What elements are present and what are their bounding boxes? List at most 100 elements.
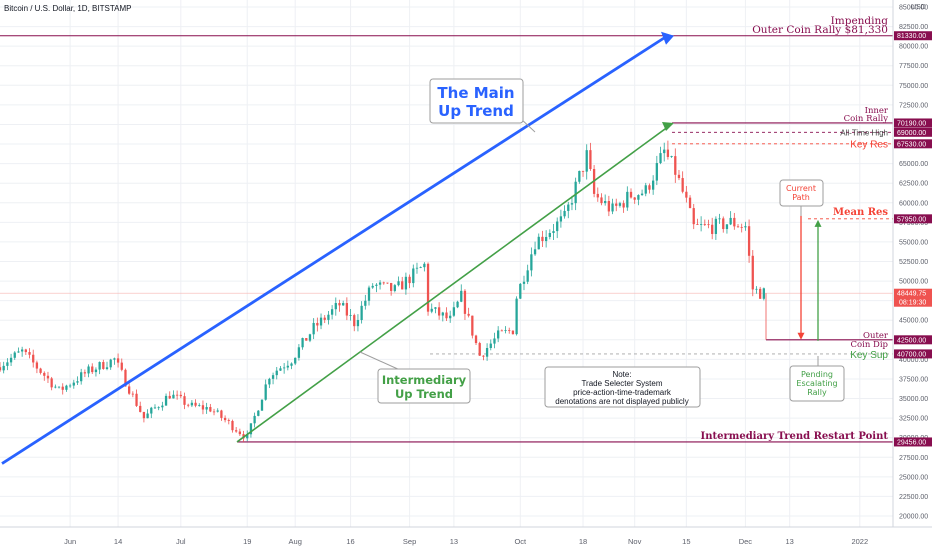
price-tick-label: 32500.00 (899, 416, 928, 423)
candle-body (128, 386, 131, 394)
candle-body (235, 430, 238, 432)
candle-body (46, 375, 50, 379)
candle-body (161, 405, 164, 408)
price-tag (894, 288, 932, 307)
candle-body (663, 149, 666, 154)
candle-body (201, 405, 205, 410)
candle-body (50, 378, 53, 388)
candle-body (729, 217, 732, 225)
chart-title: Bitcoin / U.S. Dollar, 1D, BITSTAMP (4, 4, 131, 13)
candle-body (183, 396, 186, 405)
candle-body (615, 203, 618, 206)
candle-body (500, 330, 503, 332)
time-axis[interactable]: Jun 14 Jul 19 Aug 16 Sep 13 Oct 18 Nov 15 Dec 13 2022 (0, 526, 932, 546)
pending-rally-label: Escalating (796, 379, 837, 388)
pending-rally-box (789, 365, 845, 402)
candle-body (445, 312, 448, 319)
candle-body (511, 330, 515, 335)
candle-body (17, 351, 20, 353)
candle-body (382, 282, 385, 284)
candle-body (412, 268, 415, 284)
candle-body (330, 309, 334, 315)
candles (0, 140, 765, 442)
candle-body (24, 349, 27, 353)
candle-body (733, 217, 736, 227)
price-tick-label: 57500.00 (899, 220, 928, 227)
time-tick-label: Jun (64, 537, 76, 546)
candle-body (312, 322, 315, 335)
candle-body (390, 282, 393, 291)
candle-body (652, 180, 655, 190)
candle-body (209, 407, 212, 412)
candle-body (356, 320, 360, 327)
candle-body (76, 381, 79, 383)
candle-body (146, 413, 149, 419)
price-tick-label: 77500.00 (899, 63, 928, 70)
candle-body (264, 384, 267, 400)
candle-body (696, 224, 699, 225)
candle-body (537, 236, 540, 250)
candle-body (338, 303, 341, 306)
time-tick-label: Nov (628, 537, 642, 546)
key-res-label: Key Res (850, 139, 888, 150)
candle-body (279, 368, 282, 371)
price-tick-label: 35000.00 (899, 396, 928, 403)
candle-body (227, 420, 230, 421)
time-tick-label: 19 (243, 537, 251, 546)
candle-body (515, 298, 518, 335)
candle-body (323, 317, 326, 320)
grid (0, 0, 893, 527)
candle-body (478, 343, 481, 356)
pending-rally-arrow (814, 219, 822, 227)
candle-body (666, 149, 670, 157)
level-lines (0, 35, 893, 443)
candle-body (131, 393, 134, 395)
price-tick-label: 60000.00 (899, 200, 928, 207)
note-label: denotations are not displayed publicly (555, 397, 688, 406)
candle-body (718, 218, 721, 220)
candle-body (607, 201, 611, 212)
price-tag-label: 29456.00 (897, 439, 926, 446)
price-tag (894, 214, 932, 224)
main-trend-line (1, 35, 667, 465)
candle-body (460, 290, 463, 302)
candle-body (401, 281, 404, 290)
candle-body (375, 284, 378, 286)
candle-body (353, 315, 356, 327)
candle-body (681, 178, 684, 192)
candle-body (275, 370, 278, 376)
main-trend-label: The Main (437, 84, 514, 102)
candle-body (688, 197, 692, 209)
time-tick-label: 13 (786, 537, 794, 546)
price-axis[interactable]: 20000.0022500.0025000.0027500.0030000.00… (892, 0, 932, 527)
candle-body (618, 203, 622, 206)
candle-body (415, 267, 419, 269)
candle-body (290, 363, 293, 366)
candle-body (105, 367, 109, 369)
candle-body (541, 236, 544, 242)
current-path-arrow (797, 332, 805, 340)
restart-label: Intermediary Trend Restart Point (701, 431, 889, 442)
time-tick-label: 13 (450, 537, 458, 546)
trend-lines (1, 31, 822, 465)
candle-body (142, 411, 146, 419)
candle-body (124, 369, 127, 387)
candle-body (397, 281, 400, 286)
current-path-label: Current (786, 184, 816, 193)
candle-body (559, 216, 563, 222)
candle-body (544, 236, 548, 242)
candle-body (35, 362, 39, 369)
candle-body (297, 347, 301, 358)
candle-body (364, 300, 367, 306)
candle-body (305, 338, 308, 341)
candle-body (493, 338, 496, 344)
inner-rally-label: Inner (865, 106, 889, 116)
candle-body (589, 150, 592, 170)
time-tick-label: Aug (289, 537, 302, 546)
note-label: price-action-time-trademark (573, 388, 672, 397)
candle-body (68, 385, 72, 387)
candle-body (533, 249, 537, 255)
